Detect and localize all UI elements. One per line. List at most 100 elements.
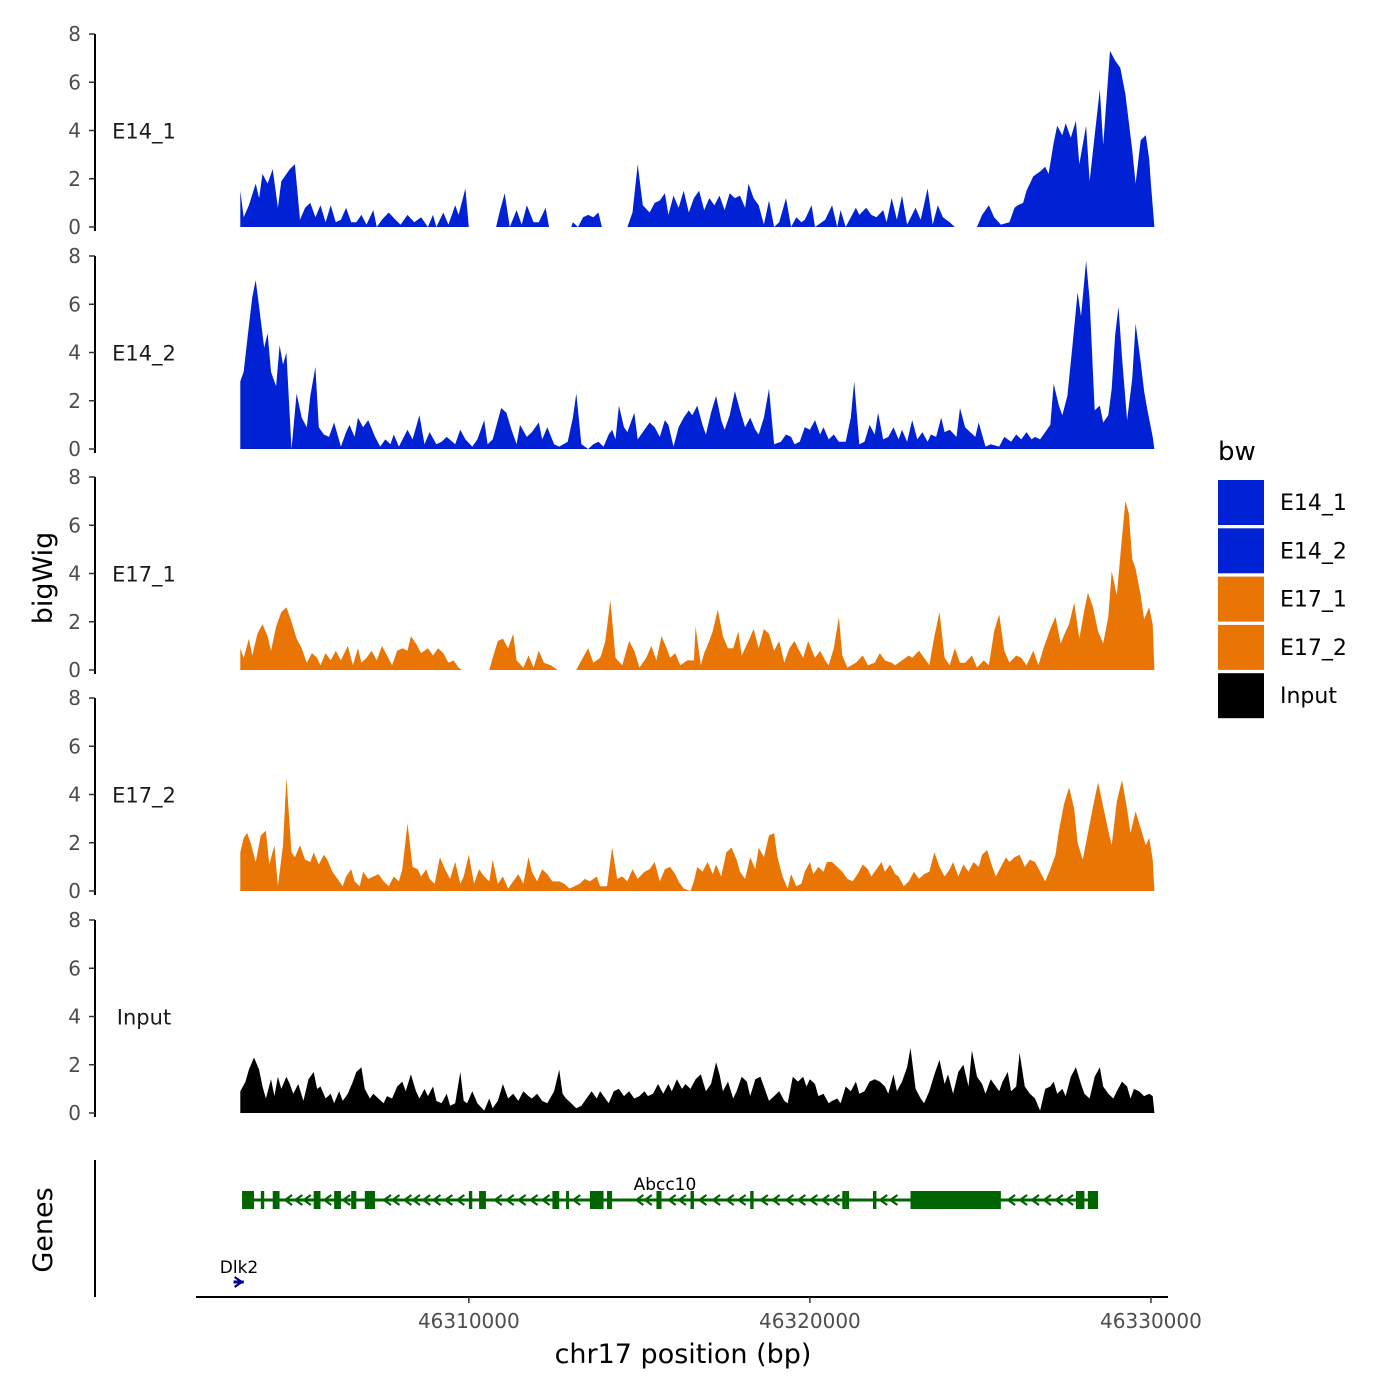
strand-arrow — [382, 1194, 392, 1206]
strand-arrow — [711, 1194, 721, 1206]
y-tick-label: 8 — [68, 686, 81, 710]
y-tick-label: 6 — [68, 292, 81, 316]
strand-arrow — [1064, 1194, 1074, 1206]
y-tick-label: 4 — [68, 783, 81, 807]
strand-arrow — [758, 1194, 769, 1206]
strand-arrow — [643, 1194, 653, 1206]
strand-arrow — [878, 1194, 888, 1206]
strand-arrow — [1030, 1194, 1040, 1206]
legend-item-E17_1: E17_1 — [1218, 576, 1347, 622]
strand-arrow — [528, 1194, 539, 1206]
signal-area-E14_2 — [240, 260, 1155, 449]
y-tick-label: 0 — [68, 658, 81, 682]
gene-exon — [606, 1191, 613, 1209]
gene-exon — [690, 1191, 694, 1209]
panel-label: E17_2 — [112, 784, 176, 809]
gene-exon — [334, 1191, 341, 1209]
gene-exon — [364, 1191, 376, 1209]
gene-label: Dlk2 — [220, 1258, 258, 1278]
signal-tracks: 0 2 4 6 8 E14_1 0 2 4 6 8 E14_2 0 2 4 6 8 E17_1 0 2 4 6 8 E17_2… — [68, 22, 1155, 1125]
legend-label: E14_2 — [1280, 539, 1347, 564]
legend-item-E17_2: E17_2 — [1218, 624, 1347, 670]
gene-exon — [479, 1191, 486, 1209]
y-tick-label: 8 — [68, 465, 81, 489]
gene-exon — [845, 1191, 850, 1209]
legend-items: E14_1 E14_2 E17_1 E17_2 Input — [1218, 480, 1347, 719]
gene-Dlk2: Dlk2 — [220, 1258, 258, 1288]
strand-arrow — [796, 1194, 807, 1206]
legend-swatch — [1218, 576, 1264, 622]
x-tick-label: 46310000 — [418, 1309, 520, 1333]
legend: bw E14_1 E14_2 E17_1 E17_2 Input — [1218, 437, 1347, 719]
gene-exon — [656, 1191, 662, 1209]
strand-arrow — [830, 1194, 841, 1206]
strand-arrow — [431, 1194, 442, 1206]
gene-exon — [872, 1191, 877, 1209]
strand-arrow — [677, 1194, 687, 1206]
genes-axis-title: Genes — [28, 1187, 59, 1272]
x-tick-label: 46320000 — [759, 1309, 861, 1333]
strand-arrow — [666, 1194, 677, 1206]
strand-arrow — [322, 1194, 332, 1206]
y-tick-label: 4 — [68, 1005, 81, 1029]
gene-exon — [566, 1191, 570, 1209]
y-tick-label: 6 — [68, 956, 81, 980]
strand-arrow — [724, 1194, 735, 1206]
strand-arrow — [1042, 1194, 1052, 1206]
y-tick-label: 8 — [68, 22, 81, 46]
gene-exon — [260, 1191, 265, 1209]
legend-swatch — [1218, 528, 1264, 574]
gene-exon — [589, 1191, 604, 1209]
gene-exon — [242, 1191, 254, 1209]
x-axis-title: chr17 position (bp) — [555, 1339, 812, 1370]
y-tick-label: 0 — [68, 1101, 81, 1125]
strand-arrow — [697, 1194, 708, 1206]
panel-label: Input — [117, 1006, 171, 1030]
gene-exon — [351, 1191, 357, 1209]
y-tick-label: 4 — [68, 119, 81, 143]
gene-exon — [272, 1191, 280, 1209]
legend-item-E14_2: E14_2 — [1218, 528, 1347, 574]
strand-arrow — [293, 1194, 303, 1206]
gene-Abcc10: Abcc10 — [242, 1175, 1099, 1209]
y-tick-label: 4 — [68, 562, 81, 586]
legend-item-Input: Input — [1218, 673, 1337, 719]
strand-arrow — [516, 1194, 527, 1206]
strand-arrow — [808, 1194, 818, 1206]
strand-arrow — [402, 1194, 413, 1206]
gene-exon — [750, 1191, 754, 1209]
strand-arrow — [233, 1276, 244, 1288]
panel-label: E17_1 — [112, 563, 176, 588]
strand-arrow — [1053, 1194, 1064, 1206]
y-tick-label: 4 — [68, 341, 81, 365]
strand-arrow — [283, 1194, 293, 1206]
y-tick-label: 2 — [68, 610, 81, 634]
legend-label: Input — [1280, 684, 1337, 709]
track-E14_1: 0 2 4 6 8 E14_1 — [68, 22, 1155, 239]
strand-arrow — [1006, 1194, 1016, 1206]
strand-arrow — [390, 1194, 401, 1206]
y-axis-title: bigWig — [28, 532, 59, 625]
track-Input: 0 2 4 6 8 Input — [68, 908, 1155, 1125]
panel-label: E14_2 — [112, 342, 176, 367]
strand-arrow — [341, 1194, 351, 1206]
signal-area-E17_1 — [240, 501, 1155, 670]
gene-exon — [910, 1191, 1001, 1209]
strand-arrow — [411, 1194, 421, 1206]
strand-arrow — [492, 1194, 503, 1206]
strand-arrow — [634, 1194, 645, 1206]
signal-area-E17_2 — [240, 777, 1155, 891]
strand-arrow — [784, 1194, 795, 1206]
gene-exon — [1087, 1191, 1099, 1209]
strand-arrow — [443, 1194, 454, 1206]
strand-arrow — [455, 1194, 465, 1206]
signal-area-Input — [240, 1047, 1155, 1113]
y-tick-label: 2 — [68, 389, 81, 413]
y-tick-label: 2 — [68, 167, 81, 191]
legend-label: E17_1 — [1280, 588, 1347, 613]
legend-label: E14_1 — [1280, 491, 1347, 516]
strand-arrow — [888, 1194, 899, 1206]
gene-label: Abcc10 — [634, 1175, 697, 1195]
gene-exon — [313, 1191, 321, 1209]
